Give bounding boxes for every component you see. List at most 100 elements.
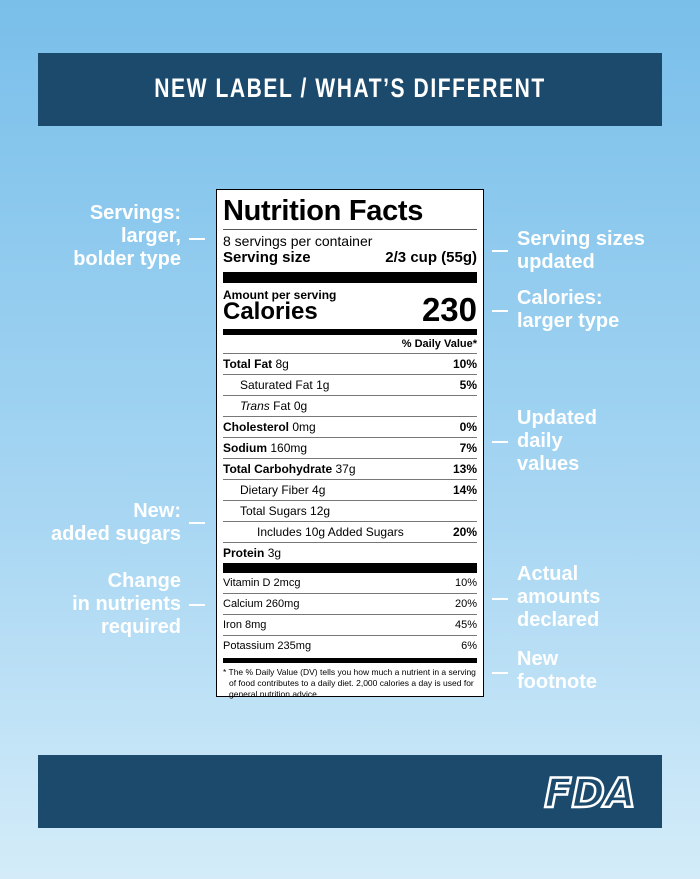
vitamin-name: Iron 8mg	[223, 615, 266, 635]
note-line: Serving sizes	[517, 228, 645, 250]
note-dash	[492, 310, 508, 312]
nutrient-amount: 1g	[316, 378, 330, 392]
nutrient-name: Trans Fat 0g	[240, 396, 307, 416]
note-line: added sugars	[50, 523, 181, 545]
nutrient-amount: 160mg	[270, 441, 308, 455]
note-dash	[492, 598, 508, 600]
nutrient-name: Saturated Fat 1g	[240, 375, 329, 395]
note-line: updated	[517, 251, 595, 273]
nutrient-dv: 0%	[459, 420, 477, 434]
nutrient-name: Protein 3g	[223, 543, 281, 563]
vitamin-amount: 235mg	[277, 640, 312, 652]
nutrient-row: Trans Fat 0g	[223, 395, 477, 416]
serving-size: 2/3 cup (55g)	[385, 249, 477, 266]
note-line: required	[100, 616, 181, 638]
vitamin-amount: 260mg	[265, 598, 300, 610]
nutrient-amount: 0g	[293, 399, 308, 413]
nutrient-label: Total Fat	[223, 357, 273, 371]
nutrient-dv: 7%	[459, 441, 477, 455]
footer-bar: FDA	[38, 755, 662, 828]
nutrient-dv: 13%	[452, 462, 477, 476]
nutrient-amount: 37g	[335, 462, 356, 476]
nutrient-amount: 4g	[312, 483, 326, 497]
note-line: footnote	[517, 671, 597, 693]
nutrient-name: Cholesterol 0mg	[223, 417, 316, 437]
left-note: New: added sugars	[51, 500, 181, 546]
nutrient-row: Total Fat 8g 10%	[223, 353, 477, 374]
nutrient-label: Total Carbohydrate	[223, 462, 333, 476]
note-line: bolder type	[73, 248, 181, 270]
note-line: declared	[517, 609, 600, 631]
nutrient-label: Dietary Fiber	[240, 483, 309, 497]
vitamin-label: Potassium	[223, 640, 275, 652]
right-note: Actual amounts declared	[517, 563, 600, 632]
nutrient-dv: 5%	[459, 378, 477, 392]
nutrient-name: Sodium 160mg	[223, 438, 307, 458]
nutrient-row: Includes 10g Added Sugars 20%	[223, 521, 477, 542]
nutrient-name: Total Fat 8g	[223, 354, 289, 374]
nutrition-label: Nutrition Facts 8 servings per container…	[216, 189, 484, 699]
vitamin-row: Potassium 235mg 6%	[223, 635, 477, 656]
vitamin-row: Calcium 260mg 20%	[223, 593, 477, 614]
vitamin-name: Calcium 260mg	[223, 594, 299, 614]
nutrient-dv: 20%	[452, 525, 477, 539]
vitamin-name: Vitamin D 2mcg	[223, 573, 300, 593]
calories-label: Calories	[223, 298, 318, 325]
vitamin-dv: 45%	[454, 619, 477, 631]
nutrient-label: Saturated Fat	[240, 378, 313, 392]
note-line: daily	[517, 430, 563, 452]
vitamin-amount: 2mcg	[273, 577, 301, 589]
left-note: Servings: larger, bolder type	[73, 202, 181, 271]
note-dash	[492, 250, 508, 252]
nutrient-name: Dietary Fiber 4g	[240, 480, 325, 500]
note-line: Updated	[517, 407, 597, 429]
nutrient-row: Cholesterol 0mg 0%	[223, 416, 477, 437]
note-dash	[492, 441, 508, 443]
vitamin-label: Vitamin D	[223, 577, 271, 589]
nutrient-row: Saturated Fat 1g 5%	[223, 374, 477, 395]
nutrient-name: Total Sugars 12g	[240, 501, 330, 521]
nutrient-amount: 3g	[267, 546, 282, 560]
nutrient-dv: 10%	[452, 357, 477, 371]
nutrient-label: Includes 10g Added Sugars	[257, 525, 404, 539]
right-note: New footnote	[517, 648, 597, 694]
nutrient-amount: 12g	[310, 504, 331, 518]
note-dash	[492, 672, 508, 674]
amount-per-serving: Amount per serving	[223, 288, 337, 302]
nutrient-italic: Trans	[240, 399, 270, 413]
label-title: Nutrition Facts	[223, 195, 424, 227]
vitamin-label: Calcium	[223, 598, 263, 610]
vitamin-name: Potassium 235mg	[223, 636, 311, 656]
header-title: NEW LABEL / WHAT’S DIFFERENT	[154, 73, 546, 103]
note-line: New	[517, 648, 559, 670]
nutrient-label: Total Sugars	[240, 504, 307, 518]
note-line: Servings:	[89, 202, 181, 224]
vitamin-dv: 6%	[461, 640, 477, 652]
nutrient-amount: 8g	[275, 357, 289, 371]
note-dash	[189, 238, 205, 240]
vitamin-row: Iron 8mg 45%	[223, 614, 477, 635]
nutrient-amount: 0mg	[292, 420, 316, 434]
nutrient-name: Includes 10g Added Sugars	[257, 522, 404, 542]
note-line: in nutrients	[72, 593, 181, 615]
note-line: Change	[107, 570, 181, 592]
calories: 230	[421, 291, 477, 328]
right-note: Updated daily values	[517, 407, 597, 476]
note-line: Calories:	[517, 287, 603, 309]
note-line: larger,	[120, 225, 181, 247]
nutrient-row: Total Carbohydrate 37g 13%	[223, 458, 477, 479]
right-note: Calories: larger type	[517, 287, 619, 333]
nutrient-name: Total Carbohydrate 37g	[223, 459, 356, 479]
right-note: Serving sizes updated	[517, 228, 645, 274]
vitamin-amount: 8mg	[245, 619, 267, 631]
note-dash	[189, 522, 205, 524]
serving-size-label: Serving size	[223, 249, 311, 266]
nutrient-dv: 14%	[452, 483, 477, 497]
nutrient-row: Protein 3g	[223, 542, 477, 563]
fda-logo: FDA	[544, 771, 635, 817]
vitamin-dv: 10%	[454, 577, 477, 589]
footer-logo-area: FDA	[543, 770, 637, 819]
header-bar: NEW LABEL / WHAT’S DIFFERENT	[38, 53, 662, 126]
nutrient-row: Total Sugars 12g	[223, 500, 477, 521]
nutrient-label: Cholesterol	[223, 420, 290, 434]
